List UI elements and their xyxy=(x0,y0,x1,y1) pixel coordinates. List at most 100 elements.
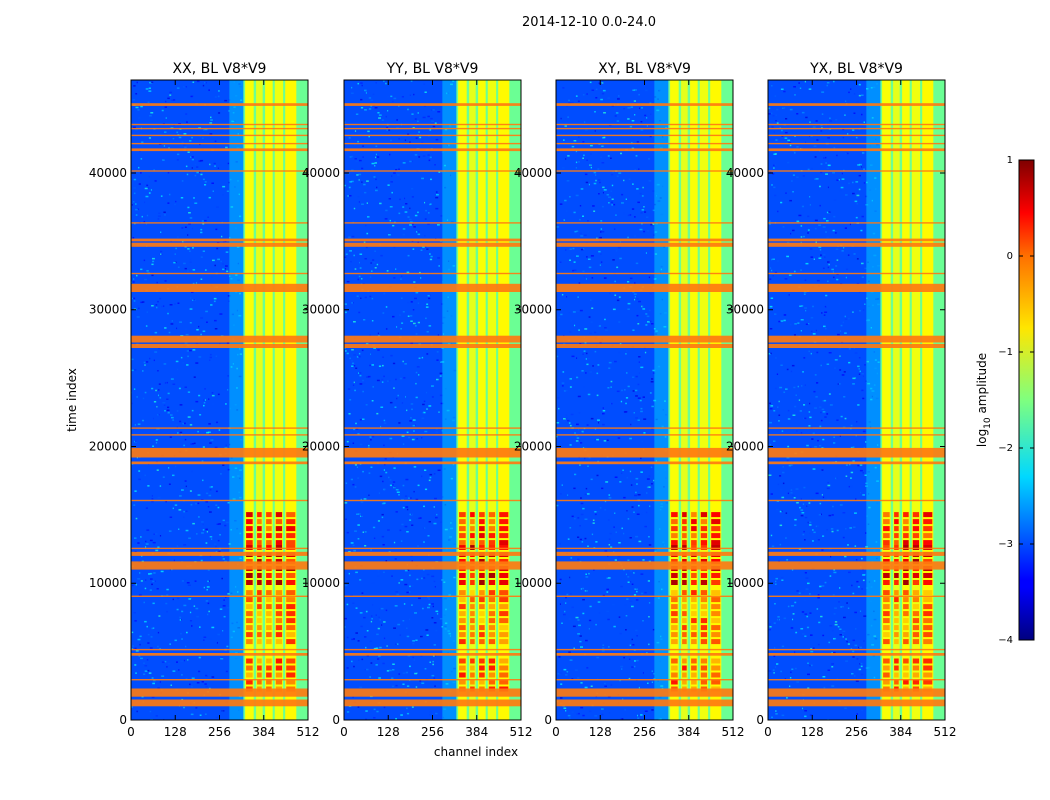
burst-cell xyxy=(286,672,296,678)
burst-cell xyxy=(266,604,272,610)
burst-cell xyxy=(479,590,485,596)
flagged-row xyxy=(344,242,521,247)
burst-cell xyxy=(883,526,890,532)
burst-cell xyxy=(257,573,262,578)
x-tick-label: 256 xyxy=(421,725,444,739)
flagged-row xyxy=(556,648,733,651)
burst-cell xyxy=(470,580,475,585)
burst-cell xyxy=(286,545,296,550)
colorbar-tick-label: −2 xyxy=(998,443,1013,454)
flagged-row xyxy=(768,447,945,458)
flagged-row xyxy=(556,222,733,224)
burst-cell xyxy=(488,540,496,546)
burst-cell xyxy=(266,573,272,578)
burst-cell xyxy=(470,526,475,532)
flagged-row xyxy=(556,653,733,656)
flagged-row xyxy=(556,148,733,152)
burst-cell xyxy=(266,632,272,638)
heatmap-noise xyxy=(344,80,457,720)
burst-cell xyxy=(499,580,509,585)
signal-band-2 xyxy=(256,80,263,720)
flagged-row xyxy=(556,272,733,275)
flagged-row xyxy=(131,679,308,681)
burst-cell xyxy=(275,665,283,671)
signal-band-4 xyxy=(487,80,497,720)
x-tick-label: 0 xyxy=(340,725,348,739)
burst-cell xyxy=(894,545,899,550)
flagged-row xyxy=(344,170,521,172)
flagged-row xyxy=(556,551,733,556)
y-tick-label: 0 xyxy=(544,713,552,727)
burst-cell xyxy=(912,540,920,546)
burst-cell xyxy=(923,597,933,603)
y-tick-label: 10000 xyxy=(302,576,340,590)
signal-band-3 xyxy=(902,80,910,720)
burst-cell xyxy=(459,665,466,671)
burst-cell xyxy=(883,679,890,685)
burst-cell xyxy=(470,625,475,631)
flagged-row xyxy=(768,561,945,570)
burst-cell xyxy=(894,625,899,631)
burst-cell xyxy=(286,639,296,645)
signal-band-5 xyxy=(498,80,510,720)
burst-cell xyxy=(499,639,509,645)
burst-cell xyxy=(912,679,920,685)
burst-cell xyxy=(894,658,899,664)
colorbar-tick-label: −3 xyxy=(998,539,1013,550)
panel-title: YY, BL V8*V9 xyxy=(386,61,479,77)
burst-cell xyxy=(903,639,909,645)
burst-cell xyxy=(499,519,509,525)
burst-cell xyxy=(923,618,933,624)
burst-cell xyxy=(286,604,296,610)
burst-cell xyxy=(700,625,708,631)
burst-cell xyxy=(257,580,262,585)
burst-cell xyxy=(499,526,509,532)
burst-cell xyxy=(459,639,466,645)
burst-cell xyxy=(671,672,678,678)
burst-cell xyxy=(488,672,496,678)
flagged-row xyxy=(344,461,521,465)
burst-cell xyxy=(682,618,687,624)
burst-cell xyxy=(894,533,899,539)
burst-cell xyxy=(257,545,262,550)
burst-cell xyxy=(682,625,687,631)
y-tick-label: 20000 xyxy=(302,439,340,453)
burst-cell xyxy=(470,679,475,685)
burst-cell xyxy=(923,672,933,678)
flagged-row xyxy=(344,434,521,436)
burst-cell xyxy=(246,658,253,664)
colorbar-tick-label: 0 xyxy=(1007,251,1013,262)
flagged-row xyxy=(768,222,945,224)
flagged-row xyxy=(768,123,945,126)
flagged-row xyxy=(556,242,733,247)
burst-cell xyxy=(903,658,909,664)
burst-cell xyxy=(488,611,496,617)
flagged-row xyxy=(556,595,733,597)
burst-cell xyxy=(923,533,933,539)
burst-cell xyxy=(257,519,262,525)
burst-cell xyxy=(894,672,899,678)
burst-cell xyxy=(499,632,509,638)
signal-fringe xyxy=(442,80,457,720)
burst-cell xyxy=(883,658,890,664)
burst-cell xyxy=(246,679,253,685)
burst-cell xyxy=(275,672,283,678)
flagged-row xyxy=(344,648,521,651)
flagged-row xyxy=(131,272,308,275)
burst-cell xyxy=(459,597,466,603)
burst-cell xyxy=(691,533,697,539)
flagged-row xyxy=(344,127,521,130)
burst-cell xyxy=(459,590,466,596)
burst-cell xyxy=(470,665,475,671)
signal-band-1 xyxy=(245,80,254,720)
burst-cell xyxy=(499,665,509,671)
flagged-row xyxy=(556,103,733,106)
flagged-row xyxy=(768,547,945,550)
flagged-row xyxy=(344,283,521,292)
flagged-row xyxy=(131,653,308,656)
burst-cell xyxy=(912,526,920,532)
burst-cell xyxy=(883,604,890,610)
burst-cell xyxy=(459,679,466,685)
burst-cell xyxy=(711,639,721,645)
burst-cell xyxy=(470,519,475,525)
